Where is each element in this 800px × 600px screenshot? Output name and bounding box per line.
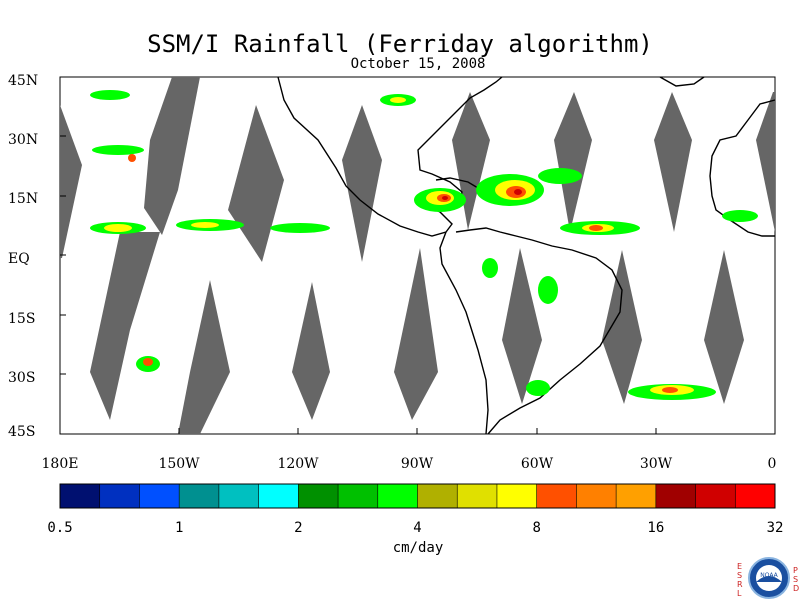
lon-label: 60W	[520, 456, 554, 472]
colorbar-swatch	[695, 484, 736, 508]
no-data-swaths	[60, 77, 775, 434]
swath	[90, 232, 160, 420]
axis-ticks	[59, 76, 776, 435]
logo-center-text: NOAA	[760, 572, 778, 579]
colorbar-swatch	[258, 484, 299, 508]
colorbar	[59, 483, 776, 509]
colorbar-swatch	[616, 484, 657, 508]
colorbar-unit: cm/day	[392, 540, 444, 556]
map-area	[59, 76, 776, 435]
swath	[144, 77, 200, 235]
colorbar-tick-label: 0.5	[47, 520, 73, 536]
africa-coast	[709, 99, 776, 237]
map-date: October 15, 2008	[350, 56, 486, 72]
map-title: SSM/I Rainfall (Ferriday algorithm)	[147, 30, 653, 58]
colorbar-tick-label: 4	[413, 520, 422, 536]
swath	[704, 250, 744, 404]
swath	[394, 248, 438, 420]
colorbar-swatch	[377, 484, 418, 508]
lon-label: 90W	[400, 456, 434, 472]
cuba	[435, 177, 479, 189]
lon-label: 0	[767, 456, 777, 472]
lat-label: 15N	[8, 191, 39, 207]
swath	[60, 105, 82, 258]
colorbar-tick-label: 2	[294, 520, 303, 536]
colorbar-tick-label: 8	[532, 520, 541, 536]
colorbar-swatch	[60, 484, 101, 508]
lat-label: 45N	[8, 73, 39, 89]
noaa-logo: NOAA	[748, 557, 790, 599]
lat-label: 30N	[8, 132, 39, 148]
colorbar-swatch	[218, 484, 260, 508]
colorbar-swatch	[179, 484, 220, 508]
swath	[228, 105, 284, 262]
colorbar-swatch	[338, 484, 379, 508]
swath	[292, 282, 330, 420]
colorbar-swatch	[298, 484, 339, 508]
lat-label: 45S	[8, 424, 36, 440]
rainfall-patches	[90, 90, 758, 400]
swath	[342, 105, 382, 262]
lat-label: 30S	[8, 370, 36, 386]
lon-label: 180E	[41, 456, 79, 472]
lon-label: 120W	[277, 456, 319, 472]
lat-label: 15S	[8, 311, 36, 327]
swath	[502, 248, 542, 404]
colorbar-swatch	[735, 484, 776, 508]
colorbar-swatch	[99, 484, 140, 508]
swath	[654, 92, 692, 232]
lon-label: 30W	[639, 456, 673, 472]
swath	[554, 92, 592, 232]
colorbar-swatch	[536, 484, 577, 508]
swath	[452, 92, 490, 230]
colorbar-tick-label: 32	[766, 520, 784, 536]
colorbar-tick-label: 1	[174, 520, 184, 536]
swath	[602, 250, 642, 404]
south-america-coast	[439, 227, 623, 435]
colorbar-swatch	[457, 484, 498, 508]
lat-label: EQ	[8, 251, 30, 267]
lon-label: 150W	[158, 456, 200, 472]
colorbar-swatch	[496, 484, 538, 508]
colorbar-tick-label: 16	[647, 520, 665, 536]
colorbar-swatch	[655, 484, 697, 508]
colorbar-swatch	[139, 484, 180, 508]
colorbar-swatch	[576, 484, 617, 508]
greenland-edge	[659, 76, 705, 87]
swath	[178, 280, 230, 434]
colorbar-swatch	[417, 484, 458, 508]
swath	[756, 92, 775, 232]
